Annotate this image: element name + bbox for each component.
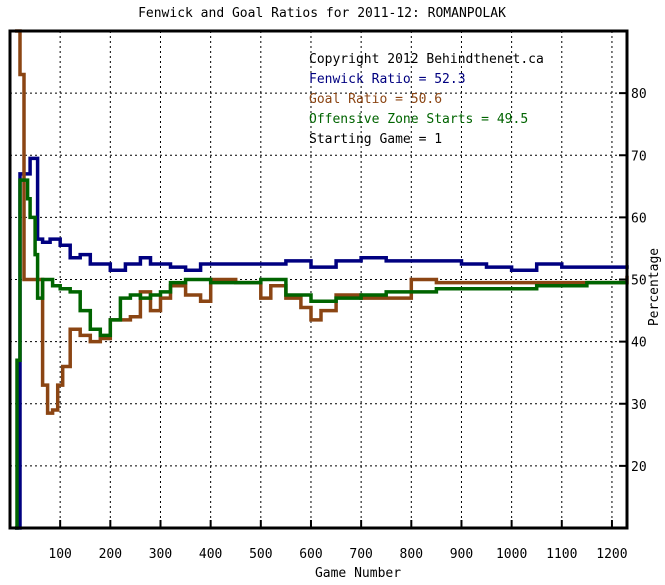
x-axis-label: Game Number <box>315 566 401 580</box>
x-tick-label-9: 1000 <box>496 547 527 562</box>
axis-ticks: 100 200 300 400 500 600 700 800 900 1000 1100 1200 2… <box>48 87 646 562</box>
annotation-line-3: Offensive Zone Starts = 49.5 <box>309 112 528 127</box>
y-tick-label-0: 20 <box>631 460 647 475</box>
x-tick-label-10: 1100 <box>546 547 577 562</box>
y-tick-label-3: 50 <box>631 274 647 289</box>
annotation-line-0: Copyright 2012 Behindthenet.ca <box>309 52 544 67</box>
y-tick-label-6: 80 <box>631 87 647 102</box>
chart-title: Fenwick and Goal Ratios for 2011-12: ROM… <box>138 6 506 21</box>
x-tick-label-0: 100 <box>48 547 71 562</box>
series-line-1 <box>15 29 629 415</box>
x-tick-label-3: 400 <box>199 547 222 562</box>
series-line-2 <box>15 178 627 530</box>
x-tick-label-1: 200 <box>99 547 122 562</box>
annotation-line-1: Fenwick Ratio = 52.3 <box>309 72 466 87</box>
y-tick-label-1: 30 <box>631 398 647 413</box>
y-tick-label-5: 70 <box>631 149 647 164</box>
x-tick-label-6: 700 <box>349 547 372 562</box>
y-tick-label-2: 40 <box>631 336 647 351</box>
annotation-box: Copyright 2012 Behindthenet.ca Fenwick Ra… <box>309 52 544 147</box>
y-tick-label-4: 60 <box>631 211 647 226</box>
annotation-line-2: Goal Ratio = 50.6 <box>309 92 442 107</box>
annotation-line-4: Starting Game = 1 <box>309 132 442 147</box>
x-tick-label-2: 300 <box>149 547 172 562</box>
x-tick-label-7: 800 <box>400 547 423 562</box>
y-axis-label: Percentage <box>647 248 662 326</box>
x-tick-label-5: 600 <box>299 547 322 562</box>
x-tick-label-4: 500 <box>249 547 272 562</box>
series-line-0 <box>15 156 629 530</box>
x-tick-label-11: 1200 <box>596 547 627 562</box>
x-tick-label-8: 900 <box>450 547 473 562</box>
series-lines <box>15 29 629 530</box>
